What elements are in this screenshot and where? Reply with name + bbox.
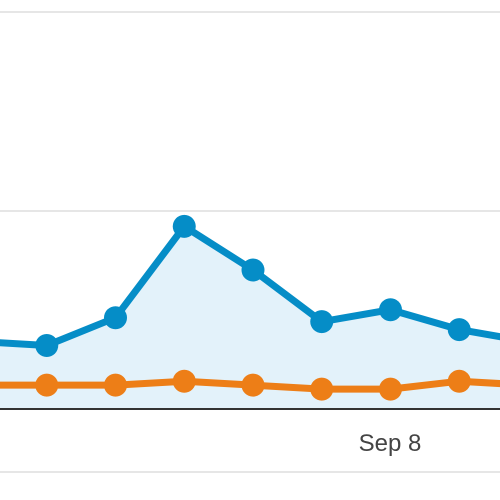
series-2-point	[35, 373, 59, 397]
plot-layer	[0, 214, 500, 409]
series-2-point	[104, 373, 127, 397]
series-2-point	[379, 377, 402, 401]
series-1-point	[35, 333, 59, 357]
series-2-point	[447, 369, 471, 393]
series-1-area	[0, 226, 500, 409]
series-1-point	[172, 214, 196, 238]
series-2-point	[310, 377, 334, 401]
series-1-point	[241, 258, 265, 282]
series-1-point	[447, 318, 471, 342]
series-1-point	[104, 306, 127, 330]
series-2-point	[172, 369, 196, 393]
x-tick-label: Sep 8	[359, 430, 422, 457]
series-2-point	[241, 373, 265, 397]
series-1-point	[310, 310, 334, 334]
series-1-point	[379, 298, 402, 322]
